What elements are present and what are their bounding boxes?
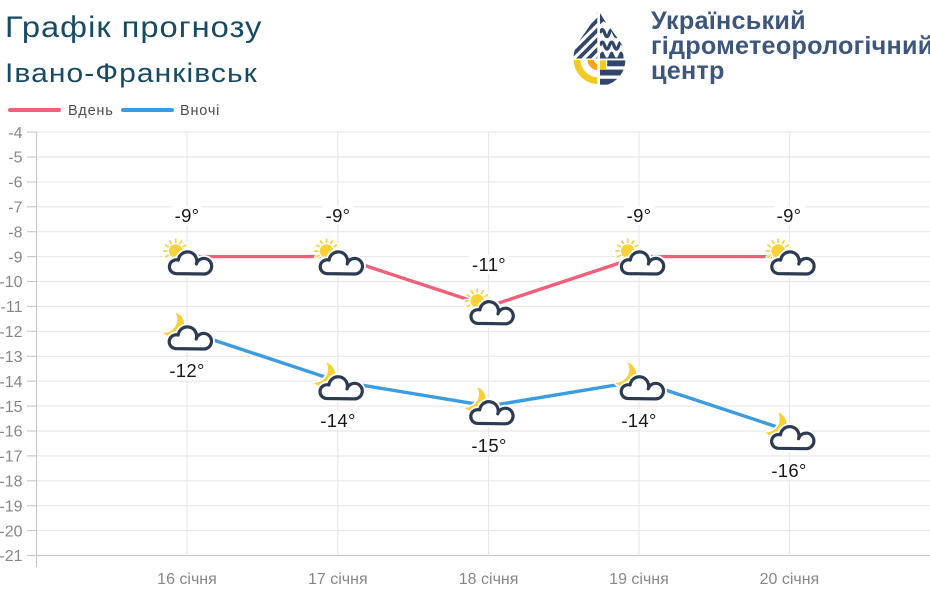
svg-text:-14: -14 (0, 374, 23, 391)
svg-text:-6: -6 (8, 175, 22, 192)
svg-text:-21: -21 (0, 548, 23, 565)
svg-text:18 січня: 18 січня (459, 571, 519, 588)
svg-text:-7: -7 (8, 200, 22, 217)
svg-text:16 січня: 16 січня (157, 571, 217, 588)
svg-text:-18: -18 (0, 474, 23, 491)
svg-text:-8: -8 (8, 224, 22, 241)
svg-text:-13: -13 (0, 349, 23, 366)
svg-text:20 січня: 20 січня (760, 571, 820, 588)
svg-text:-9: -9 (8, 249, 22, 266)
svg-text:17 січня: 17 січня (308, 571, 368, 588)
svg-text:-11: -11 (1, 299, 23, 316)
svg-text:-4: -4 (8, 125, 22, 142)
svg-text:-10: -10 (0, 274, 23, 291)
svg-text:-12: -12 (0, 324, 23, 341)
svg-text:19 січня: 19 січня (609, 571, 669, 588)
svg-text:-5: -5 (8, 150, 22, 167)
svg-text:-16: -16 (0, 424, 23, 441)
svg-text:-19: -19 (0, 498, 23, 515)
svg-text:-17: -17 (0, 449, 23, 466)
svg-text:-20: -20 (0, 523, 23, 540)
svg-text:-15: -15 (0, 399, 23, 416)
